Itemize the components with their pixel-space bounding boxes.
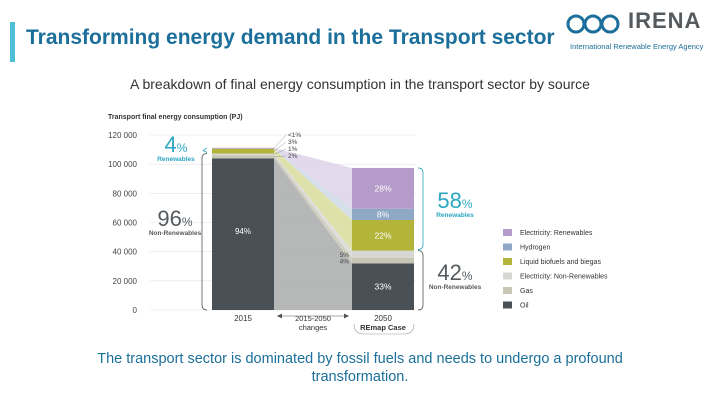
bar-segment: [352, 220, 414, 251]
callout-2015-nonrenewables-label: Non-Renewables: [149, 230, 202, 237]
bracket-2050-nonrenewables: [417, 250, 424, 311]
transition-band: [274, 148, 352, 251]
x-tick-label: 2050: [374, 314, 392, 323]
arrow-left-icon: [277, 313, 282, 319]
x-tick-note: REmap Case: [360, 323, 406, 332]
y-tick-label: 120 000: [108, 131, 137, 140]
bar-segment: [352, 208, 414, 221]
callout-2015-nonrenewables-value: 96%: [157, 206, 192, 231]
legend-label: Electricity: Renewables: [520, 230, 593, 237]
bar-segment: [212, 155, 274, 159]
callout-2015-renewables-label: Renewables: [157, 156, 195, 163]
transition-band: [274, 158, 352, 310]
y-tick-label: 60 000: [113, 219, 138, 228]
legend-swatch: [503, 272, 512, 280]
legend-label: Oil: [520, 303, 529, 310]
y-tick-label: 100 000: [108, 160, 137, 169]
legend-label: Gas: [520, 288, 533, 295]
page-title: Transforming energy demand in the Transp…: [26, 26, 555, 49]
bracket-2050-renewables: [417, 167, 424, 251]
data-label: 28%: [374, 183, 391, 193]
data-label: 8%: [377, 209, 390, 219]
y-tick-label: 80 000: [113, 189, 138, 198]
y-axis-title: Transport final energy consumption (PJ): [108, 114, 243, 121]
data-label: 33%: [374, 282, 391, 292]
data-label: 22%: [374, 230, 391, 240]
legend-swatch: [503, 229, 512, 236]
callout-2050-nonrenewables-value: 42%: [437, 260, 472, 285]
leader-line: [273, 141, 287, 152]
data-label: <1%: [288, 132, 301, 139]
irena-logo: IRENA International Renewable Energy Age…: [566, 6, 716, 66]
x-tick-label: 2015: [234, 314, 252, 323]
callout-2050-nonrenewables-label: Non-Renewables: [429, 284, 482, 291]
bar-segment: [352, 250, 414, 258]
transition-label: changes: [299, 323, 328, 332]
transition-band: [274, 148, 352, 221]
title-accent-bar: [10, 22, 15, 62]
legend-label: Hydrogen: [520, 245, 550, 252]
bracket-2015-nonrenewables: [201, 153, 208, 311]
logo-wordmark: IRENA: [628, 8, 702, 33]
transition-band: [274, 155, 352, 264]
bar-segment: [352, 257, 414, 264]
data-label: 4%: [340, 258, 350, 265]
legend-label: Liquid biofuels and biegas: [520, 259, 601, 266]
irena-logo-mark-icon: [566, 14, 620, 34]
legend-swatch: [503, 287, 512, 294]
transition-label: 2015-2050: [295, 314, 331, 323]
data-label: 5%: [340, 252, 350, 259]
bar-segment: [212, 158, 274, 310]
legend-swatch: [503, 301, 512, 309]
legend-label: Electricity: Non-Renewables: [520, 274, 608, 281]
legend-swatch: [503, 243, 512, 251]
leader-line: [273, 134, 287, 149]
bar-segment: [212, 147, 274, 149]
footer-statement: The transport sector is dominated by fos…: [97, 351, 623, 385]
leader-line: [273, 148, 287, 155]
y-tick-label: 0: [133, 306, 138, 315]
callout-2050-renewables-label: Renewables: [436, 212, 474, 219]
transition-band: [274, 153, 352, 258]
chart-subtitle: A breakdown of final energy consumption …: [130, 76, 590, 92]
transition-band: [274, 147, 352, 209]
data-label: 94%: [235, 227, 251, 236]
callout-2015-renewables-value: 4%: [165, 132, 188, 157]
y-tick-label: 20 000: [113, 277, 138, 286]
bar-segment: [352, 167, 414, 209]
data-label: 2%: [288, 153, 298, 160]
leader-line: [273, 155, 287, 157]
legend-swatch: [503, 258, 512, 265]
transport-energy-chart: Transport final energy consumption (PJ) 0…: [108, 114, 608, 335]
bar-segment: [352, 263, 414, 310]
logo-tagline: International Renewable Energy Agency: [570, 42, 704, 51]
bracket-2015-renewables: [202, 147, 208, 153]
data-label: 1%: [288, 146, 298, 153]
y-tick-label: 40 000: [113, 248, 138, 257]
arrow-right-icon: [344, 313, 349, 319]
data-label: 3%: [288, 139, 298, 146]
bar-segment: [212, 148, 274, 154]
remap-bracket: [353, 323, 415, 335]
bar-segment: [212, 153, 274, 156]
callout-2050-renewables-value: 58%: [437, 188, 472, 213]
